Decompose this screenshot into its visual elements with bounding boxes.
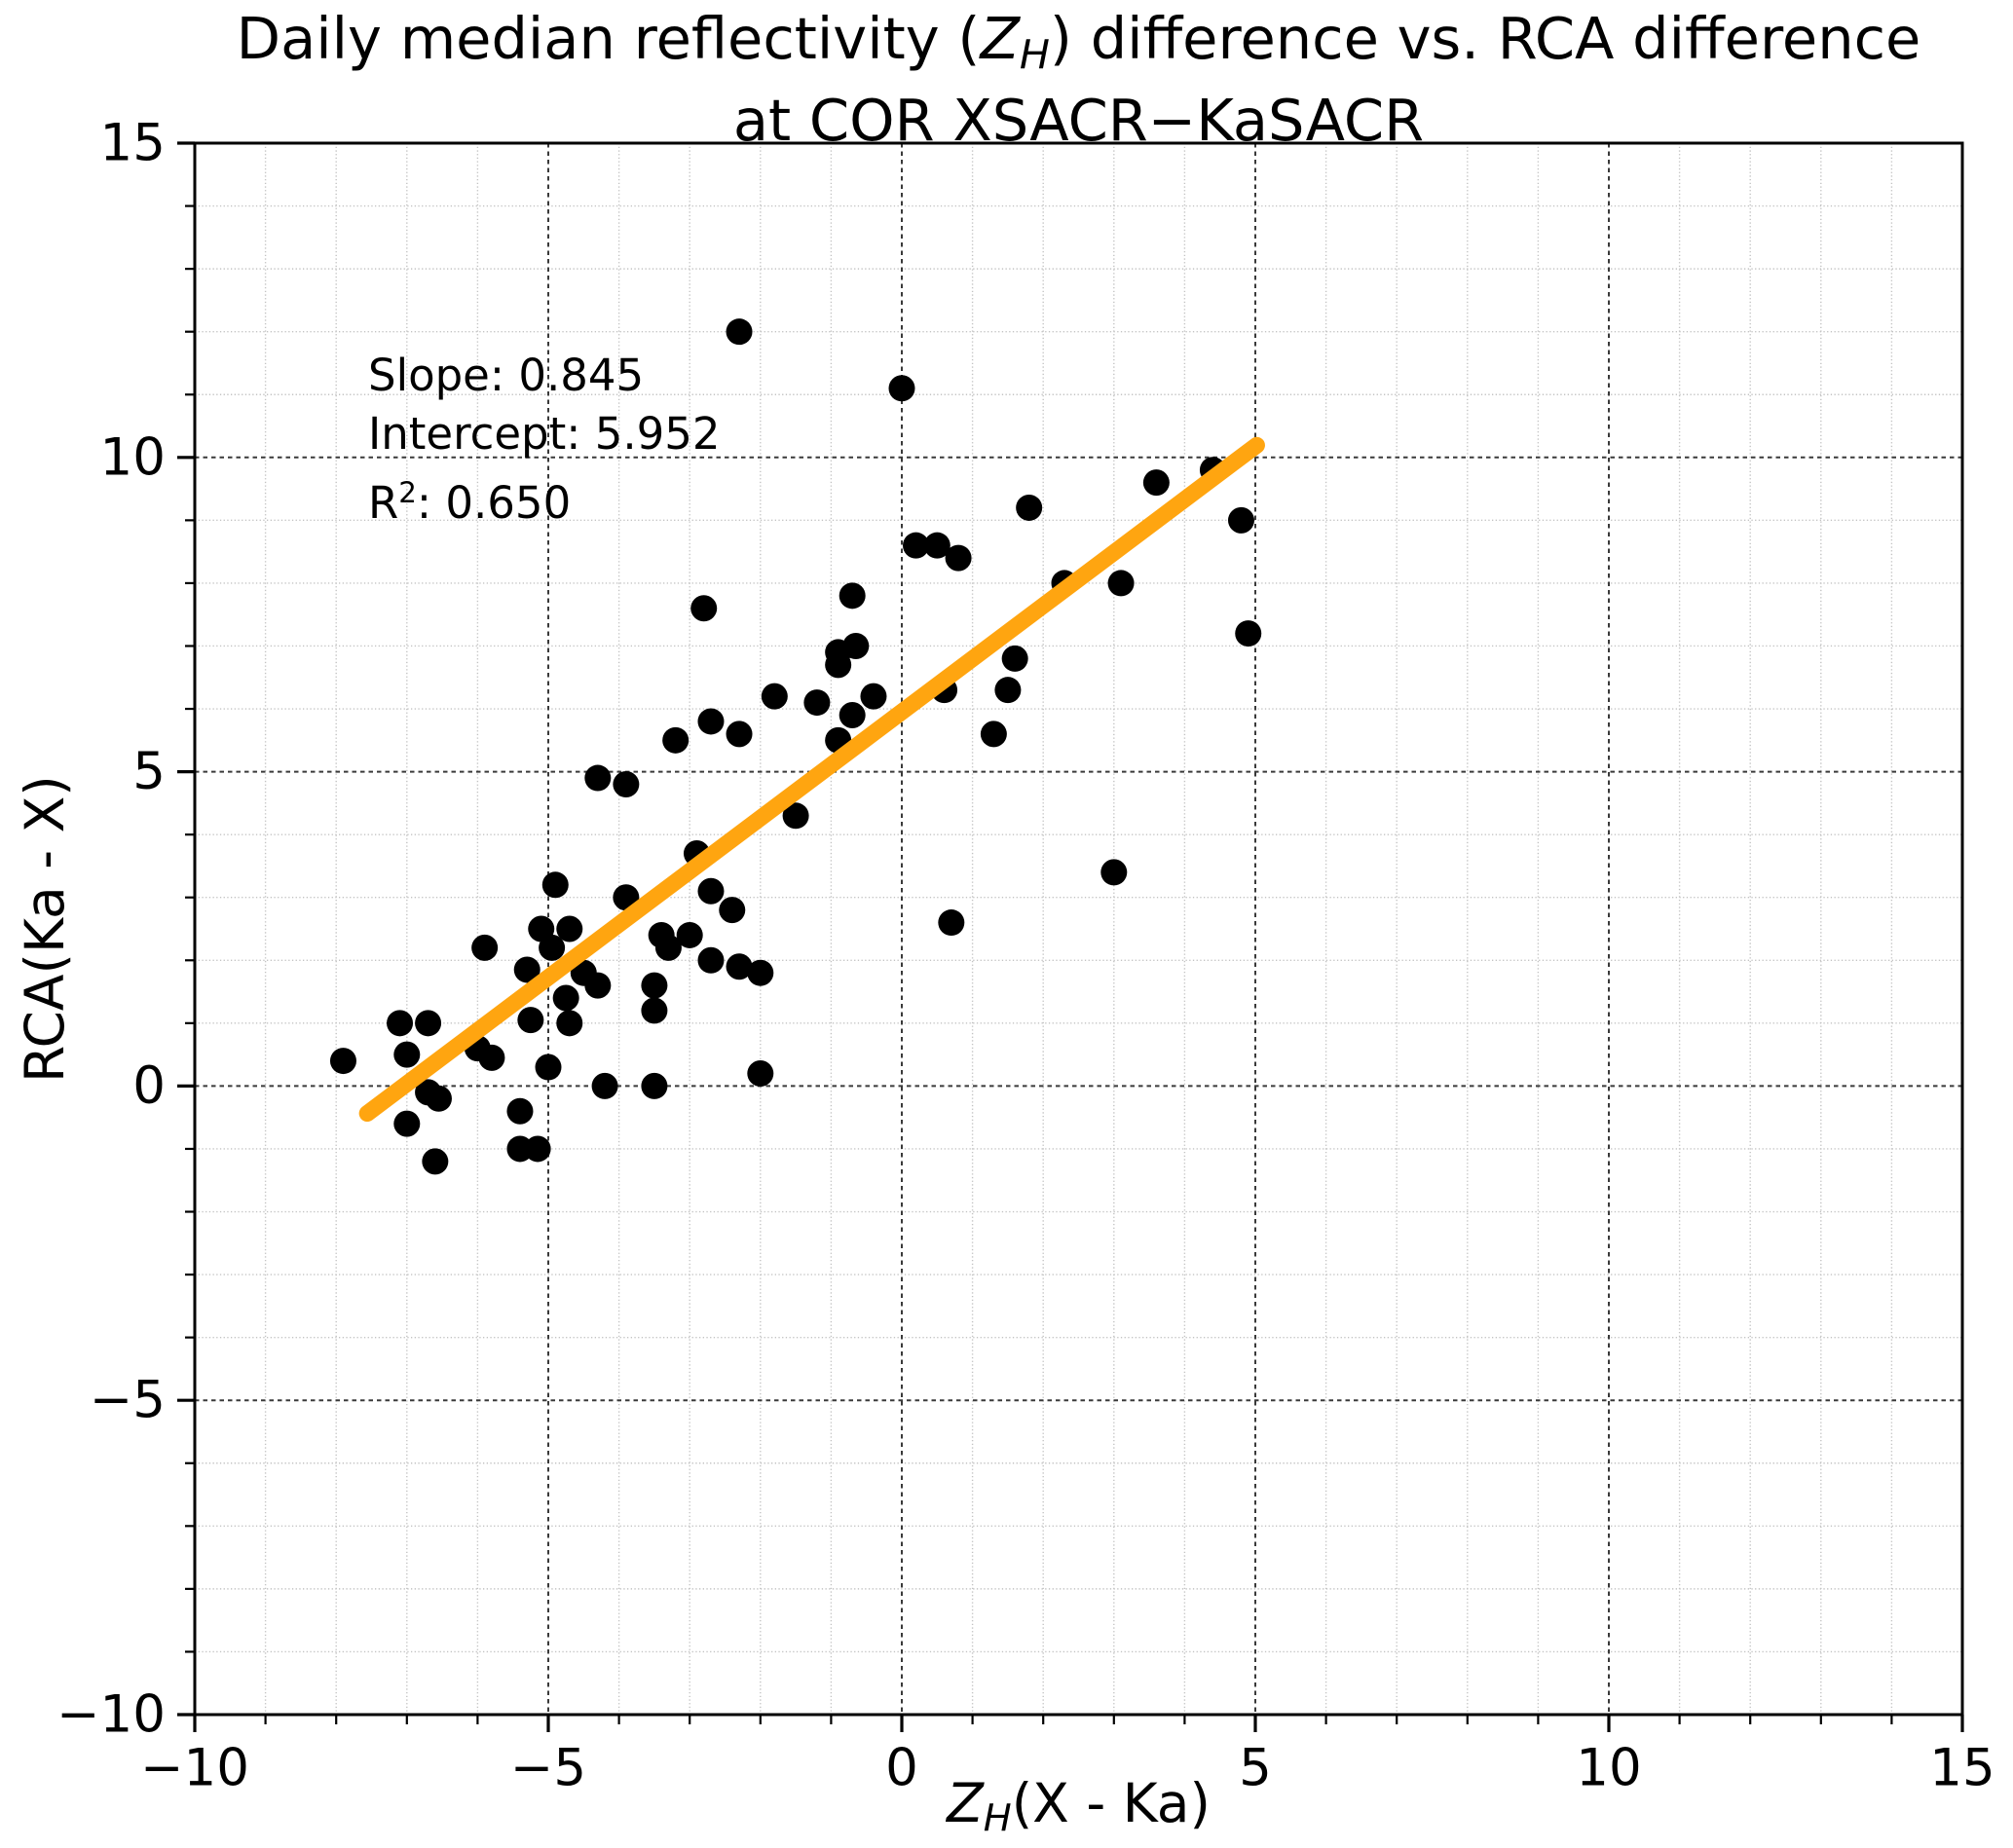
- scatter-point: [556, 915, 583, 942]
- scatter-point: [1001, 645, 1028, 672]
- scatter-point: [541, 871, 569, 899]
- x-tick-label: −5: [510, 1738, 586, 1797]
- scatter-point: [556, 1010, 583, 1037]
- scatter-point: [387, 1010, 414, 1037]
- scatter-point: [1227, 506, 1254, 534]
- scatter-point: [938, 909, 965, 937]
- scatter-point: [641, 1072, 668, 1099]
- scatter-point: [747, 1059, 774, 1087]
- y-tick-label: 15: [100, 114, 166, 173]
- scatter-point: [539, 934, 566, 961]
- scatter-point: [654, 934, 682, 961]
- intercept-stat: Intercept: 5.952: [368, 408, 721, 460]
- scatter-point: [613, 771, 640, 798]
- scatter-point: [584, 972, 612, 999]
- scatter-point: [761, 683, 788, 710]
- scatter-point: [641, 997, 668, 1024]
- scatter-point: [747, 959, 774, 986]
- scatter-point: [923, 532, 951, 559]
- slope-stat: Slope: 0.845: [368, 350, 645, 401]
- scatter-point: [506, 1097, 534, 1125]
- scatter-point: [726, 721, 753, 748]
- y-tick-label: −5: [90, 1371, 166, 1430]
- scatter-point: [697, 877, 725, 905]
- x-axis-label: ZH(X - Ka): [947, 1772, 1211, 1841]
- scatter-point: [945, 544, 972, 572]
- scatter-point: [860, 683, 887, 710]
- scatter-point: [690, 595, 718, 622]
- scatter-point: [726, 953, 753, 980]
- scatter-point: [422, 1148, 449, 1175]
- scatter-point: [903, 532, 930, 559]
- scatter-point: [517, 1007, 544, 1034]
- scatter-point: [980, 721, 1007, 748]
- scatter-point: [1100, 859, 1128, 886]
- scatter-point: [641, 972, 668, 999]
- scatter-point: [825, 651, 852, 679]
- scatter-point: [888, 375, 915, 402]
- scatter-point: [676, 921, 703, 948]
- x-tick-label: 5: [1239, 1738, 1272, 1797]
- regression-line: [358, 436, 1265, 1123]
- axes-spines: [193, 141, 1964, 1717]
- scatter-point: [591, 1072, 618, 1099]
- y-tick-label: −10: [56, 1685, 166, 1745]
- x-tick-label: −10: [140, 1738, 249, 1797]
- chart-title-line1: Daily median reflectivity (ZH) differenc…: [236, 5, 1921, 79]
- scatter-point: [726, 318, 753, 346]
- x-tick-label: 0: [885, 1738, 918, 1797]
- y-tick-label: 5: [132, 742, 166, 801]
- scatter-point: [839, 701, 866, 728]
- scatter-point: [1016, 494, 1043, 521]
- scatter-point: [839, 582, 866, 610]
- scatter-point: [719, 897, 746, 924]
- y-tick-label: 10: [100, 427, 166, 487]
- y-tick-label: 0: [132, 1056, 166, 1116]
- scatter-point: [697, 708, 725, 735]
- scatter-point: [1142, 469, 1170, 497]
- scatter-point: [393, 1041, 421, 1068]
- y-axis-label: RCA(Ka - X): [14, 775, 76, 1083]
- scatter-point: [415, 1010, 442, 1037]
- r-squared-stat: R2: 0.650: [368, 476, 572, 529]
- scatter-point: [1235, 620, 1262, 647]
- scatter-point: [513, 956, 541, 983]
- scatter-point: [524, 1135, 551, 1163]
- x-tick-label: 15: [1929, 1738, 1994, 1797]
- scatter-point: [535, 1053, 562, 1081]
- scatter-point: [471, 934, 499, 961]
- scatter-point: [425, 1085, 452, 1112]
- scatter-point: [478, 1044, 505, 1071]
- scatter-point: [552, 984, 579, 1012]
- scatter-point: [697, 946, 725, 974]
- scatter-point: [584, 764, 612, 792]
- scatter-point: [662, 726, 690, 754]
- scatter-point: [393, 1110, 421, 1137]
- scatter-point: [803, 689, 831, 717]
- scatter-point: [1107, 570, 1135, 597]
- x-tick-label: 10: [1576, 1738, 1641, 1797]
- scatter-point: [329, 1048, 356, 1075]
- fit-stats-annotation: Slope: 0.845 Intercept: 5.952 R2: 0.650: [368, 347, 721, 533]
- scatter-point: [994, 677, 1022, 704]
- scatter-point: [782, 802, 809, 830]
